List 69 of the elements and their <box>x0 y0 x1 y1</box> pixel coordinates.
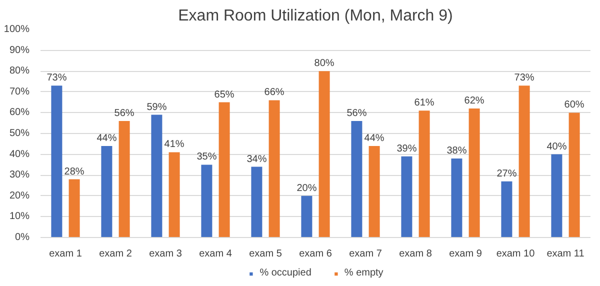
chart-title: Exam Room Utilization (Mon, March 9) <box>178 8 453 24</box>
x-tick-label: exam 5 <box>249 248 282 260</box>
legend-label: % occupied <box>260 268 312 278</box>
bar <box>501 181 512 238</box>
bar <box>301 196 312 238</box>
data-label: 56% <box>346 108 367 120</box>
data-label: 65% <box>214 89 234 100</box>
bar <box>468 108 480 238</box>
data-label: 66% <box>264 87 284 98</box>
bar <box>218 102 230 238</box>
bar <box>318 71 330 238</box>
bar <box>518 86 530 238</box>
bar <box>351 121 362 238</box>
data-label: 44% <box>364 132 384 144</box>
y-tick-label: 80% <box>9 66 30 77</box>
x-tick-label: exam 11 <box>546 248 585 260</box>
data-label: 60% <box>564 100 584 111</box>
data-label: 44% <box>96 132 117 144</box>
bar <box>101 146 112 238</box>
bar <box>268 100 280 238</box>
y-tick-label: 90% <box>9 44 30 56</box>
bar <box>168 152 180 238</box>
bar <box>451 158 462 238</box>
bar <box>118 121 130 238</box>
bar <box>51 86 62 238</box>
bar <box>201 164 212 238</box>
x-tick-label: exam 4 <box>199 248 232 260</box>
data-label: 73% <box>46 72 67 84</box>
x-tick-label: exam 7 <box>349 248 382 260</box>
bar <box>401 156 412 238</box>
y-tick-label: 30% <box>9 170 30 181</box>
bar <box>368 146 380 238</box>
data-label: 34% <box>246 154 267 165</box>
data-label: 59% <box>146 102 167 113</box>
bar <box>151 114 162 238</box>
data-label: 73% <box>514 72 534 84</box>
data-label: 56% <box>114 108 134 120</box>
data-label: 27% <box>496 168 517 180</box>
data-label: 28% <box>64 166 84 178</box>
data-label: 61% <box>414 98 434 109</box>
data-label: 20% <box>296 182 317 194</box>
bar <box>418 110 430 238</box>
y-tick-label: 50% <box>9 128 30 139</box>
y-tick-label: 0% <box>15 232 30 243</box>
bar <box>568 112 580 238</box>
y-tick-label: 70% <box>9 86 30 98</box>
y-tick-label: 10% <box>9 211 30 222</box>
x-tick-label: exam 9 <box>449 248 482 260</box>
data-label: 80% <box>314 58 334 70</box>
x-tick-label: exam 10 <box>496 248 536 260</box>
y-tick-label: 100% <box>4 24 30 35</box>
x-tick-label: exam 2 <box>99 248 132 260</box>
x-tick-label: exam 8 <box>399 248 432 260</box>
x-tick-label: exam 6 <box>299 248 332 260</box>
legend-label: % empty <box>344 268 384 278</box>
data-label: 41% <box>164 139 184 150</box>
y-tick-label: 20% <box>9 190 30 202</box>
data-label: 39% <box>396 143 417 154</box>
data-label: 62% <box>464 96 484 107</box>
x-tick-label: exam 1 <box>49 248 82 260</box>
y-tick-label: 60% <box>9 107 30 118</box>
data-label: 38% <box>446 145 467 156</box>
bar <box>251 166 262 238</box>
data-label: 40% <box>546 141 567 152</box>
bar <box>68 179 80 238</box>
data-label: 35% <box>196 152 217 163</box>
bar <box>551 154 562 238</box>
y-tick-label: 40% <box>9 148 30 160</box>
x-tick-label: exam 3 <box>149 248 182 260</box>
